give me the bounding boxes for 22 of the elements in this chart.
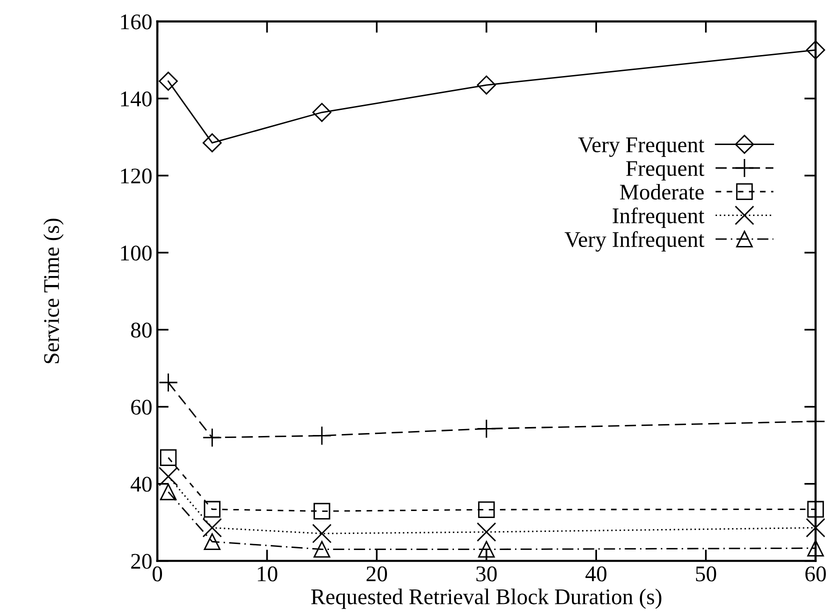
y-tick-label: 40 [130,476,152,492]
x-tick-label: 20 [366,566,388,582]
y-tick-label: 60 [131,400,152,415]
legend-label: Infrequent [612,207,704,228]
y-tick-label: 100 [121,246,152,261]
y-tick-label: 120 [121,168,152,184]
y-axis-title: Service Time (s) [43,218,64,364]
x-tick-label: 10 [258,566,278,582]
legend-label: Very Infrequent [564,231,704,252]
x-tick-label: 0 [152,566,162,582]
y-tick-label: 140 [121,91,152,106]
x-tick-label: 50 [696,566,716,582]
y-tick-label: 80 [131,322,152,338]
y-tick-label: 160 [121,14,152,30]
legend-label: Moderate [620,184,704,200]
x-axis-title: Requested Retrieval Block Duration (s) [311,588,662,609]
x-tick-label: 60 [805,566,826,582]
legend-label: Frequent [626,161,704,181]
x-tick-label: 30 [476,566,497,582]
x-tick-label: 40 [585,566,606,582]
y-tick-label: 20 [131,554,152,569]
legend-label: Very Frequent [578,138,704,157]
